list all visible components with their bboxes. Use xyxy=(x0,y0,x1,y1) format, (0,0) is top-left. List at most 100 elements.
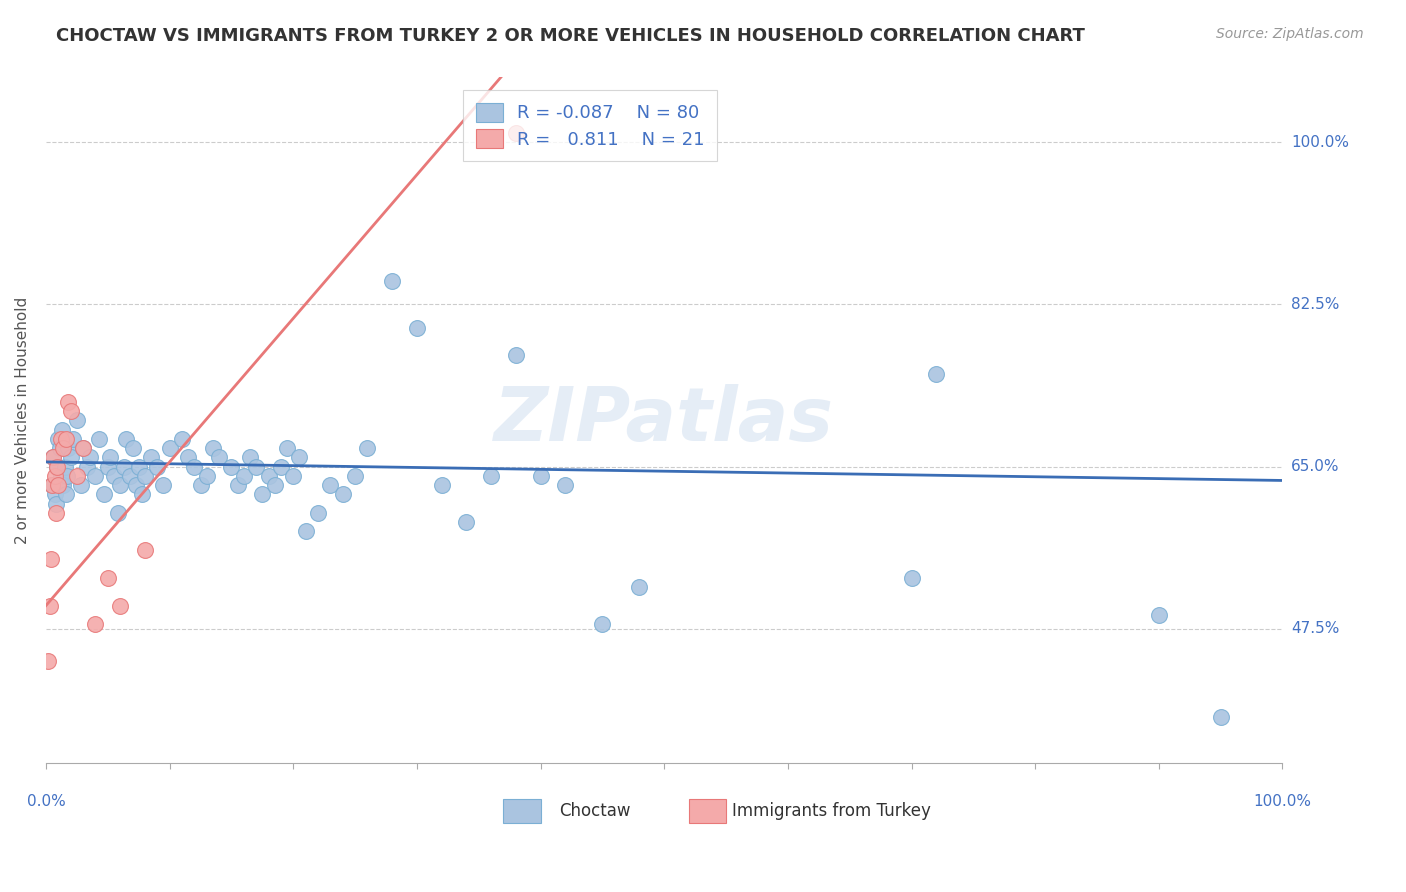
Text: 47.5%: 47.5% xyxy=(1291,621,1339,636)
Point xyxy=(226,478,249,492)
Text: 0.0%: 0.0% xyxy=(27,794,65,809)
Point xyxy=(430,478,453,492)
Point xyxy=(84,617,107,632)
Point xyxy=(288,450,311,465)
Point xyxy=(37,654,59,668)
Point xyxy=(208,450,231,465)
Point xyxy=(257,468,280,483)
Point xyxy=(170,432,193,446)
Point xyxy=(406,320,429,334)
Point xyxy=(128,459,150,474)
Point xyxy=(89,432,111,446)
Point xyxy=(59,450,82,465)
Point xyxy=(925,367,948,381)
Text: Immigrants from Turkey: Immigrants from Turkey xyxy=(733,802,931,820)
Point xyxy=(56,468,79,483)
Point xyxy=(529,468,551,483)
Point xyxy=(42,450,65,465)
Point xyxy=(72,441,94,455)
Point xyxy=(51,423,73,437)
Point xyxy=(125,478,148,492)
Point xyxy=(66,468,89,483)
Point xyxy=(46,459,69,474)
Point xyxy=(505,348,527,362)
Point xyxy=(319,478,342,492)
Point xyxy=(46,459,69,474)
Point xyxy=(134,543,156,558)
Point xyxy=(44,487,66,501)
Point xyxy=(183,459,205,474)
Point xyxy=(294,524,316,539)
Text: 82.5%: 82.5% xyxy=(1291,297,1339,312)
Point xyxy=(46,478,69,492)
Text: 100.0%: 100.0% xyxy=(1291,135,1348,150)
Point xyxy=(53,459,76,474)
Point xyxy=(62,432,84,446)
Point xyxy=(900,571,922,585)
Point xyxy=(69,478,91,492)
Point xyxy=(152,478,174,492)
Point xyxy=(84,468,107,483)
Point xyxy=(307,506,329,520)
Point xyxy=(97,571,120,585)
Point xyxy=(283,468,305,483)
Point xyxy=(332,487,354,501)
Point xyxy=(239,450,262,465)
Point xyxy=(41,478,63,492)
Point xyxy=(221,459,243,474)
Point xyxy=(115,432,138,446)
Text: Source: ZipAtlas.com: Source: ZipAtlas.com xyxy=(1216,27,1364,41)
Point xyxy=(456,515,478,529)
Point xyxy=(79,450,101,465)
Point xyxy=(121,441,143,455)
Point xyxy=(58,441,80,455)
Point xyxy=(93,487,115,501)
Point xyxy=(381,274,404,288)
Point xyxy=(146,459,169,474)
Point xyxy=(177,450,200,465)
Point xyxy=(42,450,65,465)
Point xyxy=(195,468,218,483)
Text: CHOCTAW VS IMMIGRANTS FROM TURKEY 2 OR MORE VEHICLES IN HOUSEHOLD CORRELATION CH: CHOCTAW VS IMMIGRANTS FROM TURKEY 2 OR M… xyxy=(56,27,1085,45)
Point xyxy=(55,432,77,446)
Point xyxy=(479,468,502,483)
FancyBboxPatch shape xyxy=(689,798,725,823)
Point xyxy=(120,468,142,483)
Text: Choctaw: Choctaw xyxy=(560,802,631,820)
Point xyxy=(59,404,82,418)
Point xyxy=(591,617,613,632)
Point xyxy=(44,468,66,483)
Point xyxy=(201,441,224,455)
Point xyxy=(58,394,80,409)
Point xyxy=(52,441,75,455)
Text: 65.0%: 65.0% xyxy=(1291,459,1340,474)
Y-axis label: 2 or more Vehicles in Household: 2 or more Vehicles in Household xyxy=(15,297,30,544)
Point xyxy=(270,459,292,474)
Point xyxy=(159,441,181,455)
Point xyxy=(46,432,69,446)
Point xyxy=(38,599,60,613)
Point xyxy=(344,468,367,483)
Point xyxy=(45,497,67,511)
Legend: R = -0.087    N = 80, R =   0.811    N = 21: R = -0.087 N = 80, R = 0.811 N = 21 xyxy=(463,90,717,161)
Point xyxy=(131,487,153,501)
Point xyxy=(628,580,651,594)
Point xyxy=(97,459,120,474)
Point xyxy=(108,599,131,613)
Point xyxy=(49,432,72,446)
Point xyxy=(263,478,285,492)
Text: ZIPatlas: ZIPatlas xyxy=(495,384,834,457)
Point xyxy=(554,478,576,492)
Point xyxy=(108,478,131,492)
FancyBboxPatch shape xyxy=(503,798,540,823)
Point xyxy=(1147,607,1170,622)
Point xyxy=(52,478,75,492)
Point xyxy=(45,506,67,520)
Point xyxy=(232,468,254,483)
Point xyxy=(41,478,63,492)
Point xyxy=(276,441,298,455)
Point xyxy=(134,468,156,483)
Point xyxy=(72,441,94,455)
Point xyxy=(190,478,212,492)
Point xyxy=(252,487,274,501)
